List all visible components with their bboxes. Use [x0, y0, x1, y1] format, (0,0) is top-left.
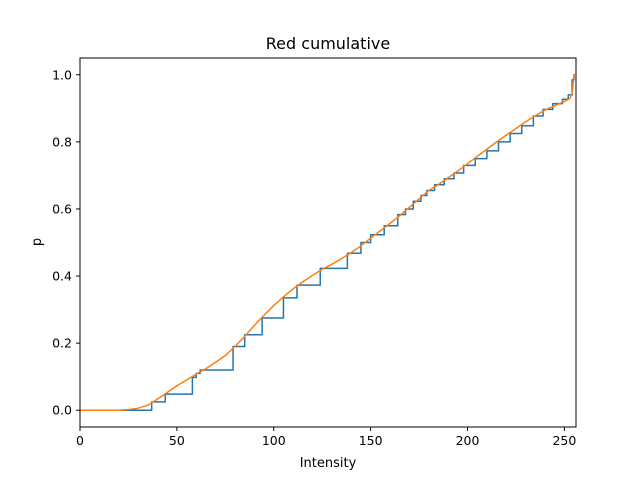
series-line-2	[80, 73, 575, 411]
x-tick-label: 0	[76, 433, 84, 448]
y-tick-label: 0.2	[52, 336, 72, 351]
y-tick-label: 1.0	[52, 67, 72, 82]
plot-area	[79, 57, 577, 428]
y-tick-label: 0.8	[52, 134, 72, 149]
x-axis: 0 50 100 150 200 250	[76, 427, 576, 448]
y-tick-label: 0.0	[52, 403, 72, 418]
axes-frame	[79, 57, 577, 428]
x-tick-label: 200	[456, 433, 480, 448]
y-tick-label: 0.4	[52, 269, 72, 284]
x-tick-label: 50	[169, 433, 185, 448]
x-axis-label: Intensity	[300, 456, 357, 471]
y-tick-label: 0.6	[52, 201, 72, 216]
y-axis-label: p	[30, 238, 45, 246]
chart-title: Red cumulative	[266, 34, 390, 53]
x-tick-label: 150	[359, 433, 383, 448]
y-axis: 0.0 0.2 0.4 0.6 0.8 1.0	[52, 67, 80, 418]
x-tick-label: 100	[262, 433, 286, 448]
x-tick-label: 250	[552, 433, 576, 448]
series-layer	[80, 73, 575, 411]
